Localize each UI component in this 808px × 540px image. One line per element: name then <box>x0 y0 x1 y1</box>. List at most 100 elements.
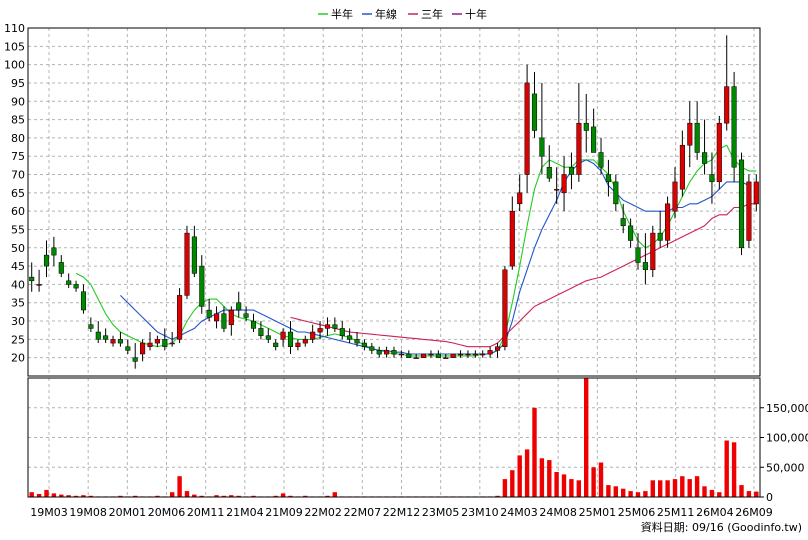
legend-item-ten-year[interactable]: 十年 <box>452 7 487 21</box>
volume-bar <box>591 467 596 498</box>
legend-label-three-year: 三年 <box>421 7 443 21</box>
volume-bar <box>44 489 49 497</box>
candle-body <box>177 295 183 340</box>
candle <box>243 306 249 322</box>
volume-bar <box>561 474 567 497</box>
candle-body <box>546 166 552 179</box>
candle <box>672 167 678 219</box>
candle-body <box>679 144 685 190</box>
candle-body <box>746 181 752 241</box>
candle-body <box>243 313 249 318</box>
xtick-label: 24M08 <box>539 506 577 519</box>
volume-frame <box>27 377 761 498</box>
volume-bar <box>717 492 722 497</box>
candle <box>228 306 234 336</box>
candle-body <box>310 331 316 340</box>
price-ytick-label: 60 <box>11 205 25 218</box>
candle-body <box>265 335 271 340</box>
candle <box>58 255 64 278</box>
candle <box>66 273 72 289</box>
candle-body <box>657 232 663 241</box>
volume-bar <box>731 442 737 497</box>
candle-body <box>650 232 656 270</box>
volume-bar <box>672 479 678 497</box>
candle <box>413 354 419 359</box>
candle <box>110 335 116 347</box>
volume-bar <box>88 495 93 497</box>
volume-bar <box>170 492 175 497</box>
candle <box>428 350 434 358</box>
candle-body <box>295 342 301 347</box>
volume-bar <box>273 495 278 497</box>
candle-body <box>347 335 353 340</box>
candle <box>317 321 323 340</box>
candle-body <box>162 339 168 347</box>
volume-bar <box>236 495 241 497</box>
xtick-label: 22M07 <box>344 506 382 519</box>
candle <box>214 306 220 329</box>
volume-bar <box>192 494 197 497</box>
candle <box>435 350 441 358</box>
volume-bar <box>288 495 293 497</box>
volume-ytick-label: 0 <box>766 491 773 504</box>
volume-bar <box>709 489 715 497</box>
candle-body <box>583 122 589 131</box>
xtick-label: 19M03 <box>30 506 68 519</box>
xtick-label: 23M10 <box>461 506 499 519</box>
volume-bar <box>81 495 86 497</box>
candle <box>583 93 589 153</box>
volume-bar <box>754 491 759 497</box>
candle-body <box>613 181 619 205</box>
candle <box>628 218 634 248</box>
legend-item-three-year[interactable]: 三年 <box>408 7 443 21</box>
candle <box>531 71 538 138</box>
price-ytick-label: 70 <box>11 169 25 182</box>
candle-body <box>494 346 501 351</box>
candle <box>376 346 382 358</box>
candle-body <box>694 122 700 153</box>
candle <box>502 266 508 351</box>
candle <box>206 299 212 322</box>
candle-body <box>576 122 582 175</box>
candle <box>147 332 153 351</box>
candle-body <box>206 309 212 318</box>
candle-body <box>125 346 131 351</box>
candle <box>694 101 700 160</box>
candle-body <box>258 328 264 336</box>
volume-bar <box>539 458 545 497</box>
legend-item-year[interactable]: 年線 <box>362 7 397 21</box>
volume-ytick-label: 50,000 <box>766 461 805 474</box>
volume-bar <box>687 479 692 497</box>
volume-bar <box>280 493 286 497</box>
candle <box>391 346 397 358</box>
candle-body <box>36 284 42 286</box>
candle <box>576 82 582 182</box>
candle <box>199 255 205 314</box>
candle-body <box>398 353 404 356</box>
candle <box>280 328 286 347</box>
candle <box>731 71 737 182</box>
candle-body <box>369 346 375 351</box>
volume-bar <box>621 488 626 497</box>
candle-body <box>317 328 323 333</box>
candle-body <box>236 302 242 311</box>
candle <box>724 35 730 131</box>
price-ytick-label: 65 <box>11 187 25 200</box>
price-ytick-label: 20 <box>11 352 25 365</box>
volume-bar <box>73 495 79 497</box>
price-panel: 20 25 30 35 40 45 50 55 60 65 70 75 80 85 90 95 100 105 11… <box>4 22 761 377</box>
volume-bar <box>133 495 138 497</box>
candle <box>273 339 279 351</box>
volume-bar <box>221 495 227 497</box>
candle <box>29 262 35 292</box>
candle <box>665 196 671 248</box>
candle-body <box>140 342 146 355</box>
legend-item-half-year[interactable]: 半年 <box>318 7 353 21</box>
candle-body <box>738 159 745 249</box>
candle <box>369 343 375 355</box>
candle <box>702 119 708 175</box>
candle <box>132 343 138 369</box>
candle <box>88 317 94 333</box>
volume-bar <box>547 460 552 497</box>
